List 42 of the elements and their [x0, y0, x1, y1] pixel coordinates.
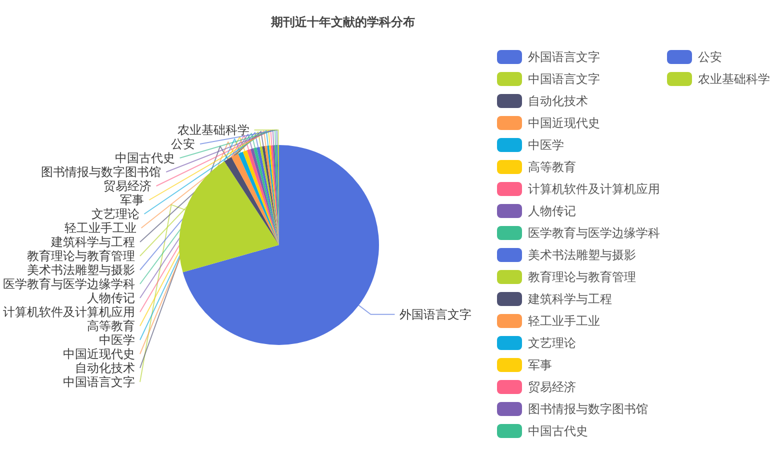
legend-label: 高等教育: [528, 160, 576, 174]
legend-label: 图书情报与数字图书馆: [528, 402, 648, 416]
legend-label: 中国古代史: [528, 424, 588, 438]
slice-label: 高等教育: [87, 319, 135, 334]
legend-label: 自动化技术: [528, 94, 588, 108]
legend-label: 贸易经济: [528, 380, 576, 394]
slice-label: 中国语言文字: [63, 375, 135, 390]
slice-label: 图书情报与数字图书馆: [41, 165, 162, 180]
slice-label: 中国近现代史: [63, 347, 135, 362]
slice-label: 外国语言文字: [400, 308, 472, 322]
slice-label: 计算机软件及计算机应用: [3, 305, 135, 320]
slice-label: 贸易经济: [103, 179, 152, 194]
slice-label: 军事: [120, 193, 144, 208]
legend-label: 建筑科学与工程: [527, 292, 612, 306]
legend-label: 中国近现代史: [528, 116, 600, 130]
slice-label: 美术书法雕塑与摄影: [27, 263, 135, 278]
slice-label: 建筑科学与工程: [50, 235, 136, 250]
slice-label: 人物传记: [87, 291, 135, 306]
slice-label: 农业基础科学: [177, 123, 250, 138]
legend-label: 教育理论与教育管理: [528, 270, 636, 284]
chart-title: 期刊近十年文献的学科分布: [270, 15, 415, 29]
slice-label: 公安: [171, 137, 196, 152]
slice-label: 文艺理论: [91, 207, 140, 222]
slice-label: 中医学: [99, 333, 135, 348]
legend-label: 医学教育与医学边缘学科: [528, 226, 660, 240]
legend-label: 人物传记: [528, 204, 576, 218]
legend-label: 美术书法雕塑与摄影: [528, 248, 636, 262]
slice-label: 轻工业手工业: [64, 221, 136, 236]
legend-label: 计算机软件及计算机应用: [528, 182, 660, 196]
legend-label: 公安: [698, 50, 722, 64]
slice-label: 教育理论与教育管理: [27, 249, 135, 264]
slice-label: 中国古代史: [114, 151, 175, 166]
legend-label: 中医学: [528, 138, 564, 152]
legend-label: 军事: [528, 358, 552, 372]
legend-label: 轻工业手工业: [528, 314, 600, 328]
legend-label: 农业基础科学: [698, 72, 770, 86]
legend-label: 外国语言文字: [528, 50, 600, 64]
pie-slice: [179, 161, 279, 272]
legend-label: 中国语言文字: [528, 72, 600, 86]
legend-label: 文艺理论: [528, 336, 576, 350]
slice-label: 医学教育与医学边缘学科: [3, 277, 135, 292]
slice-label: 自动化技术: [75, 361, 135, 376]
